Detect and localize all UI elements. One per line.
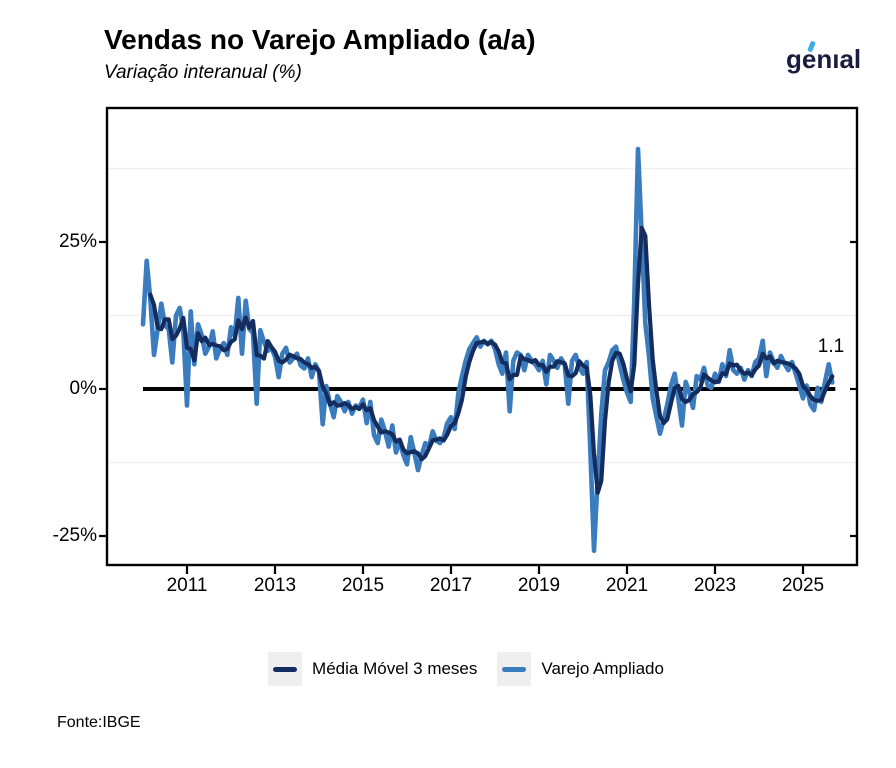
media-movel-line <box>148 225 835 495</box>
chart-subtitle: Variação interanual (%) <box>104 62 302 83</box>
legend-label-media-movel: Média Móvel 3 meses <box>312 659 478 678</box>
legend-item-varejo-ampliado: Varejo Ampliado <box>497 652 664 686</box>
x-axis-label: 2013 <box>253 575 297 596</box>
panel-border <box>105 106 859 567</box>
source-note: Fonte:IBGE <box>57 714 141 731</box>
legend-key-media-movel <box>268 652 303 686</box>
y-axis-label: 0% <box>69 378 97 399</box>
chart-legend: Média Móvel 3 meses Varejo Ampliado <box>0 652 896 686</box>
ma-line-swatch-icon <box>273 666 298 672</box>
y-axis-label: 25% <box>58 231 97 252</box>
last-value-annotation: 1.1 <box>817 336 845 357</box>
x-axis-label: 2015 <box>341 575 385 596</box>
raw-line-swatch-icon <box>502 666 527 672</box>
legend-row: Média Móvel 3 meses Varejo Ampliado <box>268 652 664 686</box>
x-axis-label: 2017 <box>429 575 473 596</box>
x-axis-label: 2023 <box>693 575 737 596</box>
legend-key-varejo-ampliado <box>497 652 532 686</box>
x-axis-label: 2011 <box>166 575 208 596</box>
genial-logo: genıal <box>786 44 862 74</box>
legend-item-media-movel: Média Móvel 3 meses <box>268 652 477 686</box>
varejo-ampliado-line <box>140 146 835 554</box>
chart-title: Vendas no Varejo Ampliado (a/a) <box>104 24 536 55</box>
y-axis-label: -25% <box>52 525 97 546</box>
x-axis-label: 2021 <box>605 575 649 596</box>
x-axis-label: 2025 <box>781 575 825 596</box>
legend-label-varejo-ampliado: Varejo Ampliado <box>541 659 664 678</box>
x-axis-label: 2019 <box>517 575 561 596</box>
